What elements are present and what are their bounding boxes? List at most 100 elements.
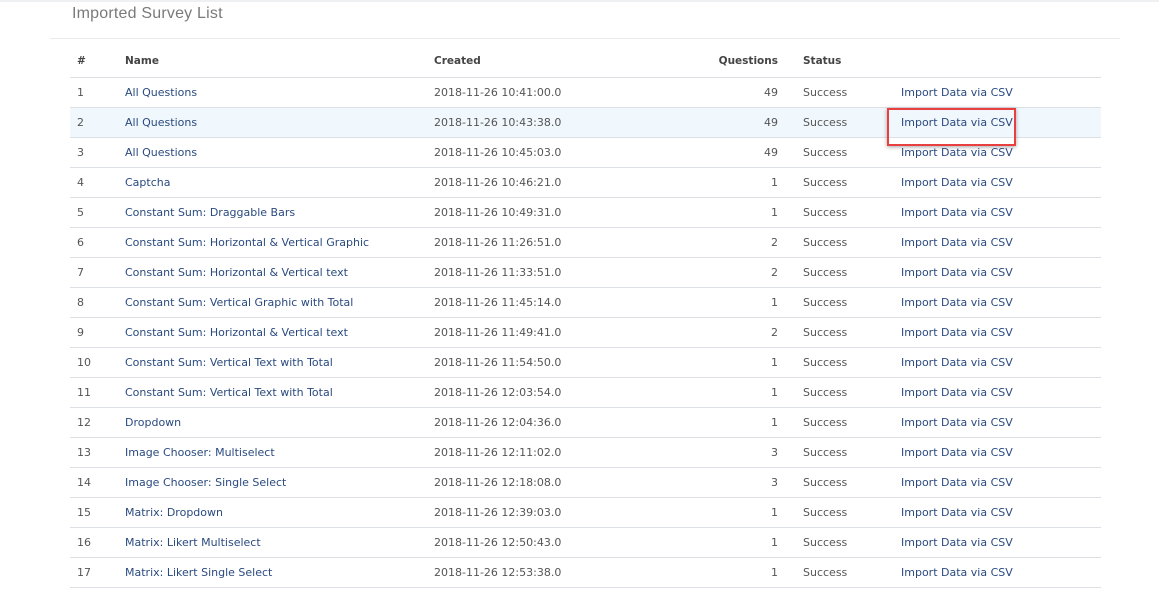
action-cell: Import Data via CSV <box>876 107 1101 146</box>
action-cell: Import Data via CSV <box>876 227 1101 258</box>
import-csv-link[interactable]: Import Data via CSV <box>901 536 1013 549</box>
action-cell: Import Data via CSV <box>876 467 1101 498</box>
created-date: 2018-11-26 10:45:03.0 <box>434 137 634 168</box>
action-cell: Import Data via CSV <box>876 287 1101 318</box>
row-number: 16 <box>70 527 125 558</box>
question-count: 49 <box>634 77 778 108</box>
import-csv-link[interactable]: Import Data via CSV <box>901 176 1013 189</box>
import-csv-link[interactable]: Import Data via CSV <box>901 386 1013 399</box>
created-date: 2018-11-26 12:50:43.0 <box>434 527 634 558</box>
row-number: 17 <box>70 557 125 588</box>
action-cell: Import Data via CSV <box>876 77 1101 108</box>
status-text: Success <box>778 227 876 258</box>
status-text: Success <box>778 137 876 168</box>
survey-name-link[interactable]: Matrix: Dropdown <box>125 497 434 528</box>
table-row: 10 Constant Sum: Vertical Text with Total… <box>70 347 1101 378</box>
header-created: Created <box>434 45 634 78</box>
import-csv-link[interactable]: Import Data via CSV <box>901 266 1013 279</box>
import-csv-label: Import Data via CSV <box>901 206 1013 219</box>
action-cell: Import Data via CSV <box>876 407 1101 438</box>
import-csv-label: Import Data via CSV <box>901 386 1013 399</box>
survey-name-link[interactable]: Captcha <box>125 167 434 198</box>
row-number: 1 <box>70 77 125 108</box>
survey-name-link[interactable]: Constant Sum: Draggable Bars <box>125 197 434 228</box>
survey-name-link[interactable]: All Questions <box>125 107 434 138</box>
survey-name-link[interactable]: Constant Sum: Horizontal & Vertical text <box>125 317 434 348</box>
action-cell: Import Data via CSV <box>876 167 1101 198</box>
import-csv-link[interactable]: Import Data via CSV <box>901 326 1013 339</box>
question-count: 1 <box>634 347 778 378</box>
question-count: 2 <box>634 317 778 348</box>
row-number: 12 <box>70 407 125 438</box>
table-row: 2 All Questions 2018-11-26 10:43:38.0 49 Suc… <box>70 107 1101 146</box>
status-text: Success <box>778 77 876 108</box>
question-count: 1 <box>634 167 778 198</box>
import-csv-label: Import Data via CSV <box>901 266 1013 279</box>
import-csv-link[interactable]: Import Data via CSV <box>901 236 1013 249</box>
question-count: 1 <box>634 557 778 588</box>
import-csv-link[interactable]: Import Data via CSV <box>901 416 1013 429</box>
row-number: 11 <box>70 377 125 408</box>
survey-name-link[interactable]: Constant Sum: Vertical Text with Total <box>125 347 434 378</box>
page-title: Imported Survey List <box>72 5 223 22</box>
action-cell: Import Data via CSV <box>876 557 1101 588</box>
question-count: 1 <box>634 527 778 558</box>
import-csv-link[interactable]: Import Data via CSV <box>901 476 1013 489</box>
import-csv-label: Import Data via CSV <box>901 116 1013 129</box>
table-header-row: # Name Created Questions Status <box>70 45 1101 78</box>
import-csv-link[interactable]: Import Data via CSV <box>901 356 1013 369</box>
survey-name-link[interactable]: Constant Sum: Horizontal & Vertical Grap… <box>125 227 434 258</box>
table-row: 7 Constant Sum: Horizontal & Vertical tex… <box>70 257 1101 288</box>
import-csv-label: Import Data via CSV <box>901 296 1013 309</box>
import-csv-link[interactable]: Import Data via CSV <box>901 566 1013 579</box>
import-csv-label: Import Data via CSV <box>901 446 1013 459</box>
created-date: 2018-11-26 10:43:38.0 <box>434 107 634 138</box>
question-count: 1 <box>634 287 778 318</box>
question-count: 1 <box>634 197 778 228</box>
survey-name-link[interactable]: Matrix: Likert Multiselect <box>125 527 434 558</box>
question-count: 1 <box>634 377 778 408</box>
survey-name-link[interactable]: All Questions <box>125 77 434 108</box>
survey-name-link[interactable]: Constant Sum: Vertical Text with Total <box>125 377 434 408</box>
import-csv-link[interactable]: Import Data via CSV <box>887 108 1016 146</box>
row-number: 9 <box>70 317 125 348</box>
table-row: 9 Constant Sum: Horizontal & Vertical tex… <box>70 317 1101 348</box>
survey-name-link[interactable]: All Questions <box>125 137 434 168</box>
created-date: 2018-11-26 12:04:36.0 <box>434 407 634 438</box>
survey-name-link[interactable]: Matrix: Likert Single Select <box>125 557 434 588</box>
header-status: Status <box>778 45 876 78</box>
import-csv-link[interactable]: Import Data via CSV <box>901 296 1013 309</box>
survey-name-link[interactable]: Constant Sum: Vertical Graphic with Tota… <box>125 287 434 318</box>
import-csv-link[interactable]: Import Data via CSV <box>901 86 1013 99</box>
row-number: 13 <box>70 437 125 468</box>
question-count: 49 <box>634 137 778 168</box>
import-csv-link[interactable]: Import Data via CSV <box>901 446 1013 459</box>
action-cell: Import Data via CSV <box>876 137 1101 168</box>
import-csv-link[interactable]: Import Data via CSV <box>901 506 1013 519</box>
table-row: 11 Constant Sum: Vertical Text with Total… <box>70 377 1101 408</box>
import-csv-label: Import Data via CSV <box>901 236 1013 249</box>
row-number: 8 <box>70 287 125 318</box>
row-number: 15 <box>70 497 125 528</box>
table-row: 13 Image Chooser: Multiselect 2018-11-26 1… <box>70 437 1101 468</box>
import-csv-label: Import Data via CSV <box>901 476 1013 489</box>
row-number: 5 <box>70 197 125 228</box>
table-row: 3 All Questions 2018-11-26 10:45:03.0 49 Suc… <box>70 137 1101 168</box>
import-csv-label: Import Data via CSV <box>901 356 1013 369</box>
action-cell: Import Data via CSV <box>876 317 1101 348</box>
action-cell: Import Data via CSV <box>876 347 1101 378</box>
table-row: 6 Constant Sum: Horizontal & Vertical Gra… <box>70 227 1101 258</box>
table-row: 1 All Questions 2018-11-26 10:41:00.0 49 Suc… <box>70 77 1101 108</box>
survey-name-link[interactable]: Constant Sum: Horizontal & Vertical text <box>125 257 434 288</box>
status-text: Success <box>778 467 876 498</box>
import-csv-label: Import Data via CSV <box>901 176 1013 189</box>
survey-name-link[interactable]: Image Chooser: Multiselect <box>125 437 434 468</box>
created-date: 2018-11-26 12:03:54.0 <box>434 377 634 408</box>
status-text: Success <box>778 167 876 198</box>
status-text: Success <box>778 197 876 228</box>
import-csv-link[interactable]: Import Data via CSV <box>901 146 1013 159</box>
survey-name-link[interactable]: Dropdown <box>125 407 434 438</box>
import-csv-link[interactable]: Import Data via CSV <box>901 206 1013 219</box>
survey-name-link[interactable]: Image Chooser: Single Select <box>125 467 434 498</box>
header-number: # <box>70 45 125 78</box>
